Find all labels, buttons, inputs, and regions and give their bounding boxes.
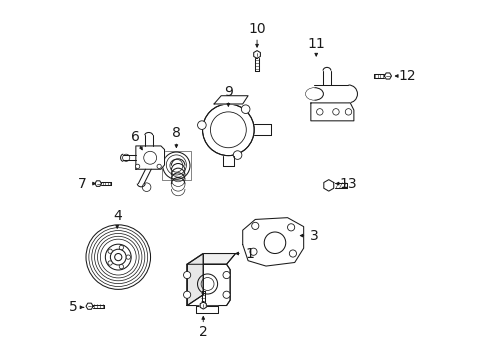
Circle shape: [289, 250, 296, 257]
Polygon shape: [323, 180, 333, 191]
Text: 12: 12: [398, 69, 416, 83]
Circle shape: [202, 104, 254, 156]
Polygon shape: [95, 181, 101, 186]
Circle shape: [108, 249, 112, 253]
Circle shape: [287, 224, 294, 231]
Polygon shape: [187, 253, 203, 306]
Text: 5: 5: [69, 300, 77, 314]
Polygon shape: [187, 253, 235, 264]
Circle shape: [332, 109, 339, 115]
Polygon shape: [196, 306, 217, 313]
Text: 6: 6: [130, 130, 139, 144]
Circle shape: [223, 271, 230, 279]
Text: 13: 13: [339, 177, 357, 190]
Polygon shape: [242, 218, 303, 266]
Polygon shape: [136, 146, 164, 169]
Polygon shape: [214, 96, 247, 104]
Circle shape: [135, 164, 140, 168]
Circle shape: [157, 164, 161, 168]
Circle shape: [183, 271, 190, 279]
Polygon shape: [187, 264, 230, 306]
Text: 7: 7: [78, 177, 86, 190]
Text: 1: 1: [245, 247, 254, 261]
Text: 3: 3: [309, 229, 318, 243]
Text: 10: 10: [248, 22, 265, 36]
Circle shape: [183, 291, 190, 298]
Circle shape: [223, 291, 230, 298]
Circle shape: [241, 105, 249, 113]
Circle shape: [249, 248, 257, 255]
Bar: [162, 151, 190, 180]
Text: 2: 2: [199, 325, 207, 339]
Circle shape: [119, 246, 123, 250]
Polygon shape: [253, 51, 260, 58]
Circle shape: [316, 109, 323, 115]
Text: 9: 9: [224, 85, 232, 99]
Polygon shape: [310, 103, 353, 121]
Circle shape: [233, 151, 242, 159]
Circle shape: [197, 121, 206, 130]
Text: 8: 8: [172, 126, 181, 140]
Circle shape: [108, 261, 112, 265]
Polygon shape: [384, 73, 391, 79]
Circle shape: [345, 109, 351, 115]
Circle shape: [119, 265, 123, 269]
Text: 11: 11: [307, 37, 325, 51]
Circle shape: [115, 253, 122, 261]
Polygon shape: [200, 302, 206, 309]
Circle shape: [126, 255, 130, 259]
Polygon shape: [86, 303, 93, 309]
Circle shape: [251, 222, 258, 229]
Text: 4: 4: [113, 209, 122, 223]
